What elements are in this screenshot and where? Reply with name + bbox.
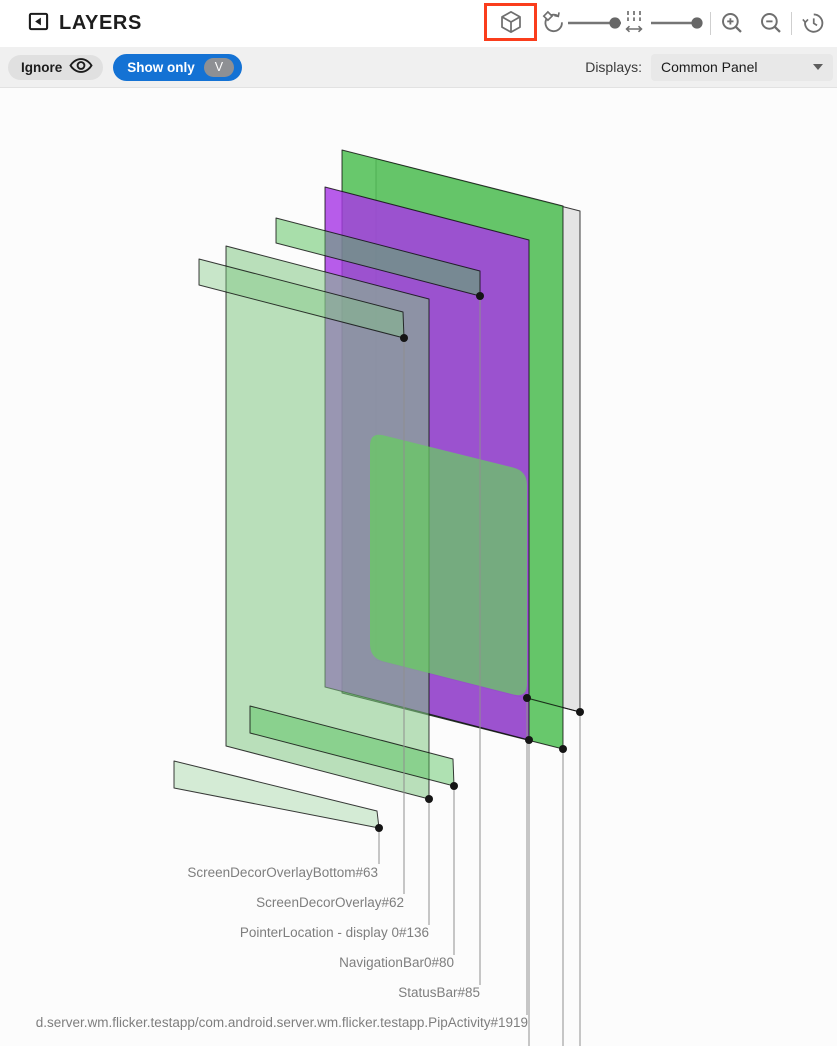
show-only-label: Show only (127, 59, 195, 75)
layer-navigation-bar-anchor-dot (450, 782, 458, 790)
eye-icon (69, 57, 93, 77)
rotation-slider-track (568, 17, 621, 29)
reset-view-button[interactable] (800, 10, 826, 36)
zoom-out-button[interactable] (758, 10, 784, 36)
displays-selected-value: Common Panel (661, 59, 758, 75)
rotate-view-button[interactable] (540, 10, 566, 36)
zoom-out-icon (761, 13, 781, 33)
layer-wallpaper-anchor-dot (559, 745, 567, 753)
layer-spacing-button[interactable] (624, 8, 644, 38)
rotation-slider[interactable] (564, 10, 624, 36)
page-title: LAYERS (59, 12, 142, 34)
layer-screen-decor-overlay-label[interactable]: ScreenDecorOverlay#62 (256, 895, 404, 910)
spacing-slider-track (651, 17, 703, 29)
zoom-in-icon (722, 13, 742, 33)
layer-screen-decor-overlay-bottom-label[interactable]: ScreenDecorOverlayBottom#63 (187, 865, 378, 880)
cube-3d-icon (500, 10, 521, 34)
layer-screen-decor-overlay-bottom-anchor-dot (375, 824, 383, 832)
ignore-toggle-chip[interactable]: Ignore (8, 54, 104, 80)
show-only-badge: V (203, 57, 235, 77)
panel-header: LAYERS (0, 0, 837, 47)
highlight-box (484, 3, 537, 41)
reset-history-icon (802, 13, 824, 33)
layers-panel-icon (28, 11, 49, 37)
layer-edge-line (526, 697, 581, 713)
layer-status-bar-label[interactable]: StatusBar#85 (398, 985, 480, 1000)
layers-3d-view[interactable]: StatusBar#85 PointerLocation - display 0#… (0, 88, 837, 1046)
displays-select[interactable]: Common Panel (651, 53, 833, 81)
layer-spacing-icon (625, 11, 643, 33)
layer-display-frame-anchor-dot (576, 708, 584, 716)
layer-pip-activity-anchor-dot (523, 694, 531, 702)
layer-launcher-anchor-dot (525, 736, 533, 744)
rotate-3d-icon (542, 10, 563, 33)
layer-pointer-location-label[interactable]: PointerLocation - display 0#136 (240, 925, 429, 940)
layer-pointer-location-anchor-dot (425, 795, 433, 803)
zoom-in-button[interactable] (719, 10, 745, 36)
layers-canvas: StatusBar#85 PointerLocation - display 0#… (0, 88, 837, 1046)
spacing-slider-handle (691, 17, 703, 29)
controls-bar: Ignore Show only V Displays: Common Pane… (0, 47, 837, 88)
layer-screen-decor-overlay-anchor-dot (400, 334, 408, 342)
toolbar-divider (710, 12, 711, 35)
layer-status-bar-anchor-dot (476, 292, 484, 300)
spacing-slider[interactable] (645, 10, 705, 36)
layer-pip-activity[interactable] (370, 434, 527, 696)
rotation-slider-handle (609, 17, 621, 29)
ignore-label: Ignore (21, 59, 63, 75)
dropdown-arrow-icon (813, 64, 823, 70)
displays-label: Displays: (585, 59, 642, 75)
view-3d-cube-button[interactable] (498, 9, 524, 35)
show-only-toggle-chip[interactable]: Show only V (113, 53, 243, 81)
layer-navigation-bar-label[interactable]: NavigationBar0#80 (339, 955, 454, 970)
layer-pip-activity-label[interactable]: d.server.wm.flicker.testapp/com.android.… (36, 1015, 528, 1030)
toolbar-divider (791, 12, 792, 35)
